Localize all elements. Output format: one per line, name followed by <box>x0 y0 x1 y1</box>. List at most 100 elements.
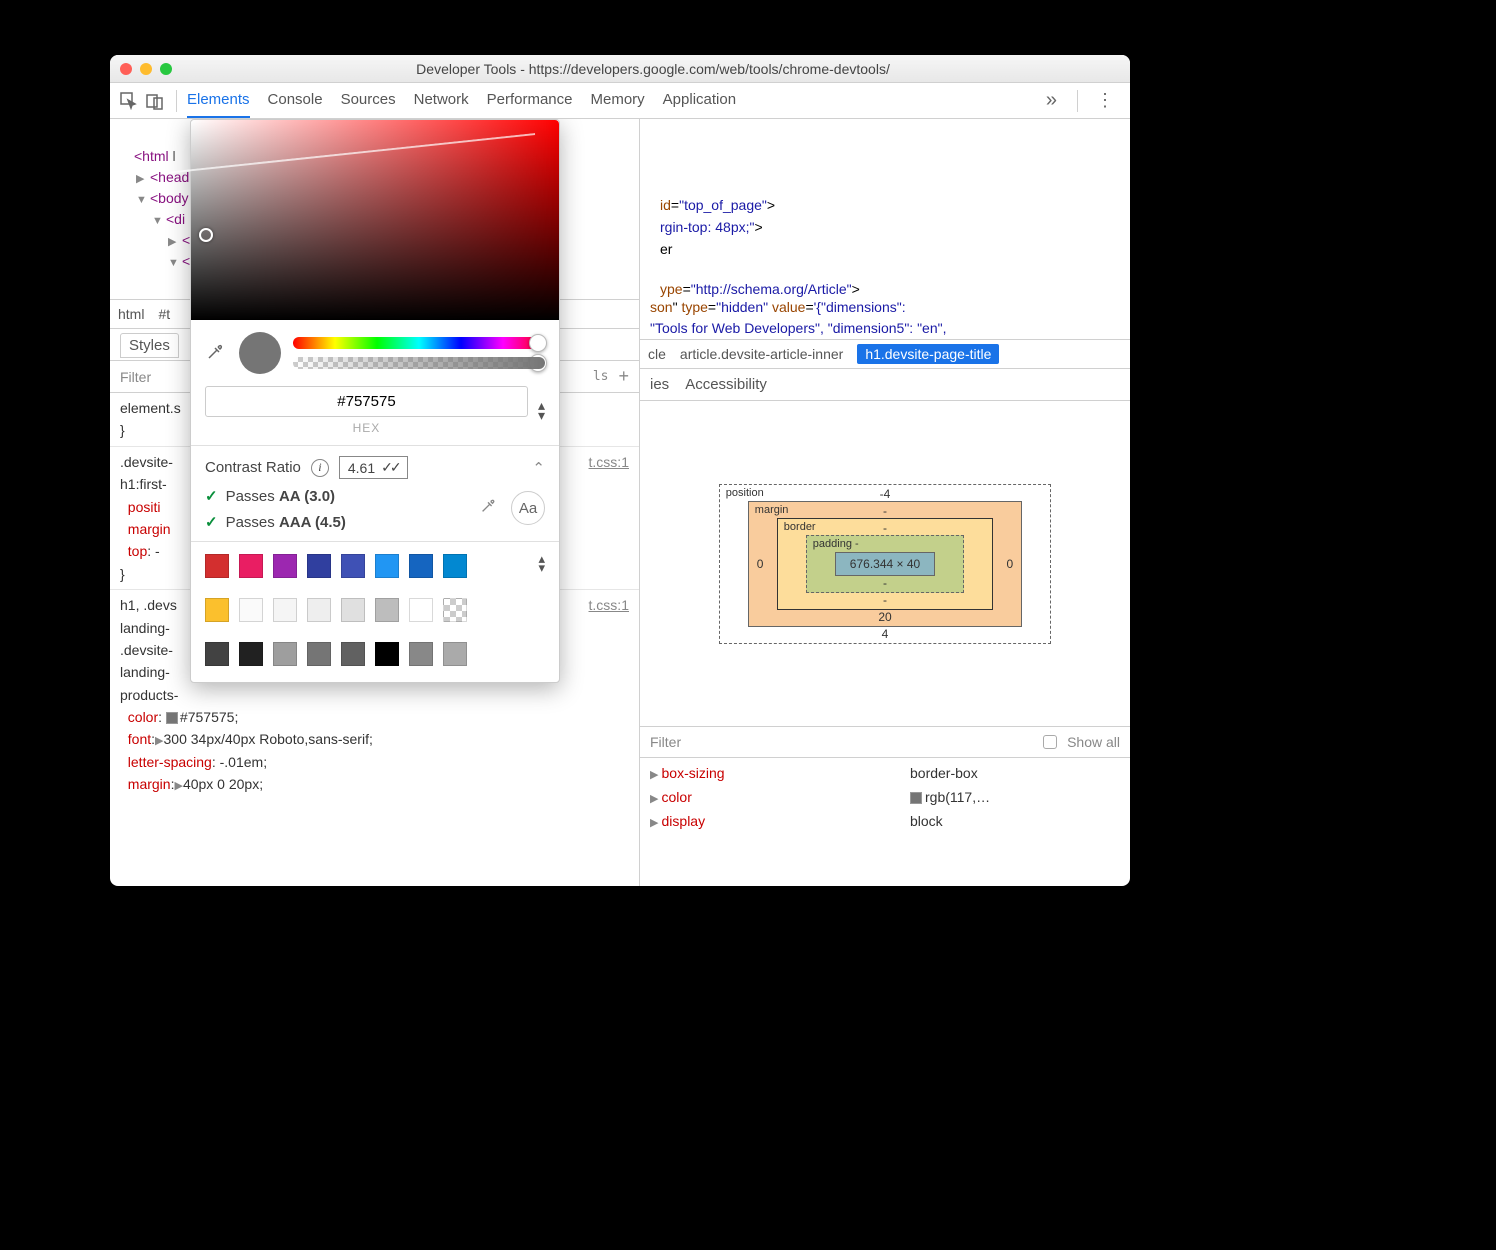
crumb-selected[interactable]: h1.devsite-page-title <box>857 344 999 364</box>
palette-swatch[interactable] <box>205 642 229 666</box>
tab-application[interactable]: Application <box>663 83 736 118</box>
eyedropper-icon[interactable] <box>205 342 227 364</box>
computed-row[interactable]: colorrgb(117,… <box>650 786 1120 810</box>
expand-icon[interactable]: ▶ <box>155 735 163 747</box>
saturation-field[interactable] <box>191 120 559 320</box>
palette-swatch[interactable] <box>205 554 229 578</box>
css-prop[interactable]: top <box>128 543 147 559</box>
computed-filter-row: Filter Show all <box>640 726 1130 758</box>
crumb[interactable]: html <box>118 306 144 322</box>
palette-swatch[interactable] <box>375 642 399 666</box>
contrast-ratio-value: 4.61 ✓✓ <box>339 456 408 479</box>
color-swatch-icon[interactable] <box>166 712 178 724</box>
tab-console[interactable]: Console <box>268 83 323 118</box>
palette: ▴▾ <box>191 541 559 682</box>
hue-slider[interactable] <box>293 337 545 349</box>
filter-label[interactable]: Filter <box>650 734 681 750</box>
palette-swatch[interactable] <box>239 642 263 666</box>
hue-thumb[interactable] <box>529 334 547 352</box>
palette-swatch[interactable] <box>341 642 365 666</box>
palette-swatch[interactable] <box>409 598 433 622</box>
box-margin-bottom: 20 <box>878 610 891 624</box>
rule-selector: products- <box>120 684 629 706</box>
rule-selector: h1, .devs <box>120 597 177 613</box>
computed-list[interactable]: box-sizingborder-boxcolorrgb(117,…displa… <box>640 758 1130 837</box>
css-val[interactable]: 300 34px/40px Roboto,sans-serif <box>164 731 369 747</box>
css-val[interactable]: -.01em <box>220 754 264 770</box>
expand-icon[interactable]: ▶ <box>174 780 182 792</box>
css-prop-margin[interactable]: margin <box>128 776 171 792</box>
css-prop[interactable]: margin <box>128 521 171 537</box>
crumb[interactable]: article.devsite-article-inner <box>680 346 843 362</box>
alpha-slider[interactable] <box>293 357 545 369</box>
palette-swatch[interactable] <box>205 598 229 622</box>
tab-elements[interactable]: Elements <box>187 83 250 118</box>
breadcrumbs-right[interactable]: cle article.devsite-article-inner h1.dev… <box>640 339 1130 369</box>
palette-swatch[interactable] <box>409 642 433 666</box>
palette-swatch[interactable] <box>341 598 365 622</box>
tab-performance[interactable]: Performance <box>487 83 573 118</box>
palette-swatch[interactable] <box>443 642 467 666</box>
text-sample-button[interactable]: Aa <box>511 491 545 525</box>
info-icon[interactable]: i <box>311 459 329 477</box>
css-val[interactable]: #757575 <box>180 709 235 725</box>
contrast-eyedrop-icon[interactable] <box>473 491 503 526</box>
css-prop-ls[interactable]: letter-spacing <box>128 754 212 770</box>
alpha-thumb[interactable] <box>529 354 547 372</box>
css-prop[interactable]: positi <box>128 499 161 515</box>
palette-swatch[interactable] <box>307 554 331 578</box>
crumb[interactable]: cle <box>648 346 666 362</box>
show-all-checkbox[interactable] <box>1043 735 1057 749</box>
palette-swatch[interactable] <box>307 642 331 666</box>
palette-stepper[interactable]: ▴▾ <box>538 554 545 572</box>
source-link[interactable]: t.css:1 <box>589 451 629 473</box>
palette-swatch[interactable] <box>239 554 263 578</box>
palette-swatch[interactable] <box>443 554 467 578</box>
tab-sources[interactable]: Sources <box>341 83 396 118</box>
dom-fragment-right[interactable]: id="top_of_page"> rgin-top: 48px;"> er y… <box>640 119 1130 297</box>
separator <box>1077 90 1078 112</box>
computed-row[interactable]: displayblock <box>650 810 1120 834</box>
source-link[interactable]: t.css:1 <box>589 594 629 616</box>
hex-input[interactable] <box>205 386 528 417</box>
subtab-accessibility[interactable]: Accessibility <box>685 376 767 393</box>
contrast-label: Contrast Ratio <box>205 459 301 476</box>
palette-swatch[interactable] <box>341 554 365 578</box>
subtab[interactable]: ies <box>650 376 669 393</box>
palette-swatch[interactable] <box>273 554 297 578</box>
minimize-dot[interactable] <box>140 63 152 75</box>
tabs-overflow[interactable]: » <box>1036 89 1067 112</box>
subtab-styles[interactable]: Styles <box>120 333 179 358</box>
device-icon[interactable] <box>144 90 166 112</box>
crumb[interactable]: #t <box>158 306 170 322</box>
format-stepper[interactable]: ▴▾ <box>538 401 545 421</box>
close-dot[interactable] <box>120 63 132 75</box>
check-icon: ✓ <box>205 513 218 531</box>
css-val[interactable]: 40px 0 20px <box>183 776 259 792</box>
hov-toggle[interactable]: ls <box>593 369 609 384</box>
zoom-dot[interactable] <box>160 63 172 75</box>
tab-memory[interactable]: Memory <box>591 83 645 118</box>
inspect-icon[interactable] <box>118 90 140 112</box>
palette-swatch[interactable] <box>273 642 297 666</box>
palette-swatch[interactable] <box>307 598 331 622</box>
tab-network[interactable]: Network <box>414 83 469 118</box>
palette-swatch[interactable] <box>375 554 399 578</box>
separator <box>176 90 177 112</box>
computed-row[interactable]: box-sizingborder-box <box>650 762 1120 786</box>
filter-label[interactable]: Filter <box>120 369 151 385</box>
settings-menu[interactable]: ⋮ <box>1088 90 1122 111</box>
palette-swatch[interactable] <box>409 554 433 578</box>
css-prop-font[interactable]: font <box>128 731 151 747</box>
saturation-thumb[interactable] <box>199 228 213 242</box>
palette-swatch[interactable] <box>273 598 297 622</box>
chevron-up-icon[interactable]: ⌃ <box>532 459 545 477</box>
add-rule-button[interactable]: + <box>618 366 629 387</box>
show-all-label[interactable]: Show all <box>1067 734 1120 750</box>
contrast-curve <box>169 133 541 231</box>
palette-swatch[interactable] <box>239 598 263 622</box>
palette-swatch[interactable] <box>375 598 399 622</box>
palette-swatch-transparent[interactable] <box>443 598 467 622</box>
css-prop-color[interactable]: color <box>128 709 158 725</box>
box-model[interactable]: position -4 4 margin - 0 0 20 border - <box>719 484 1051 644</box>
